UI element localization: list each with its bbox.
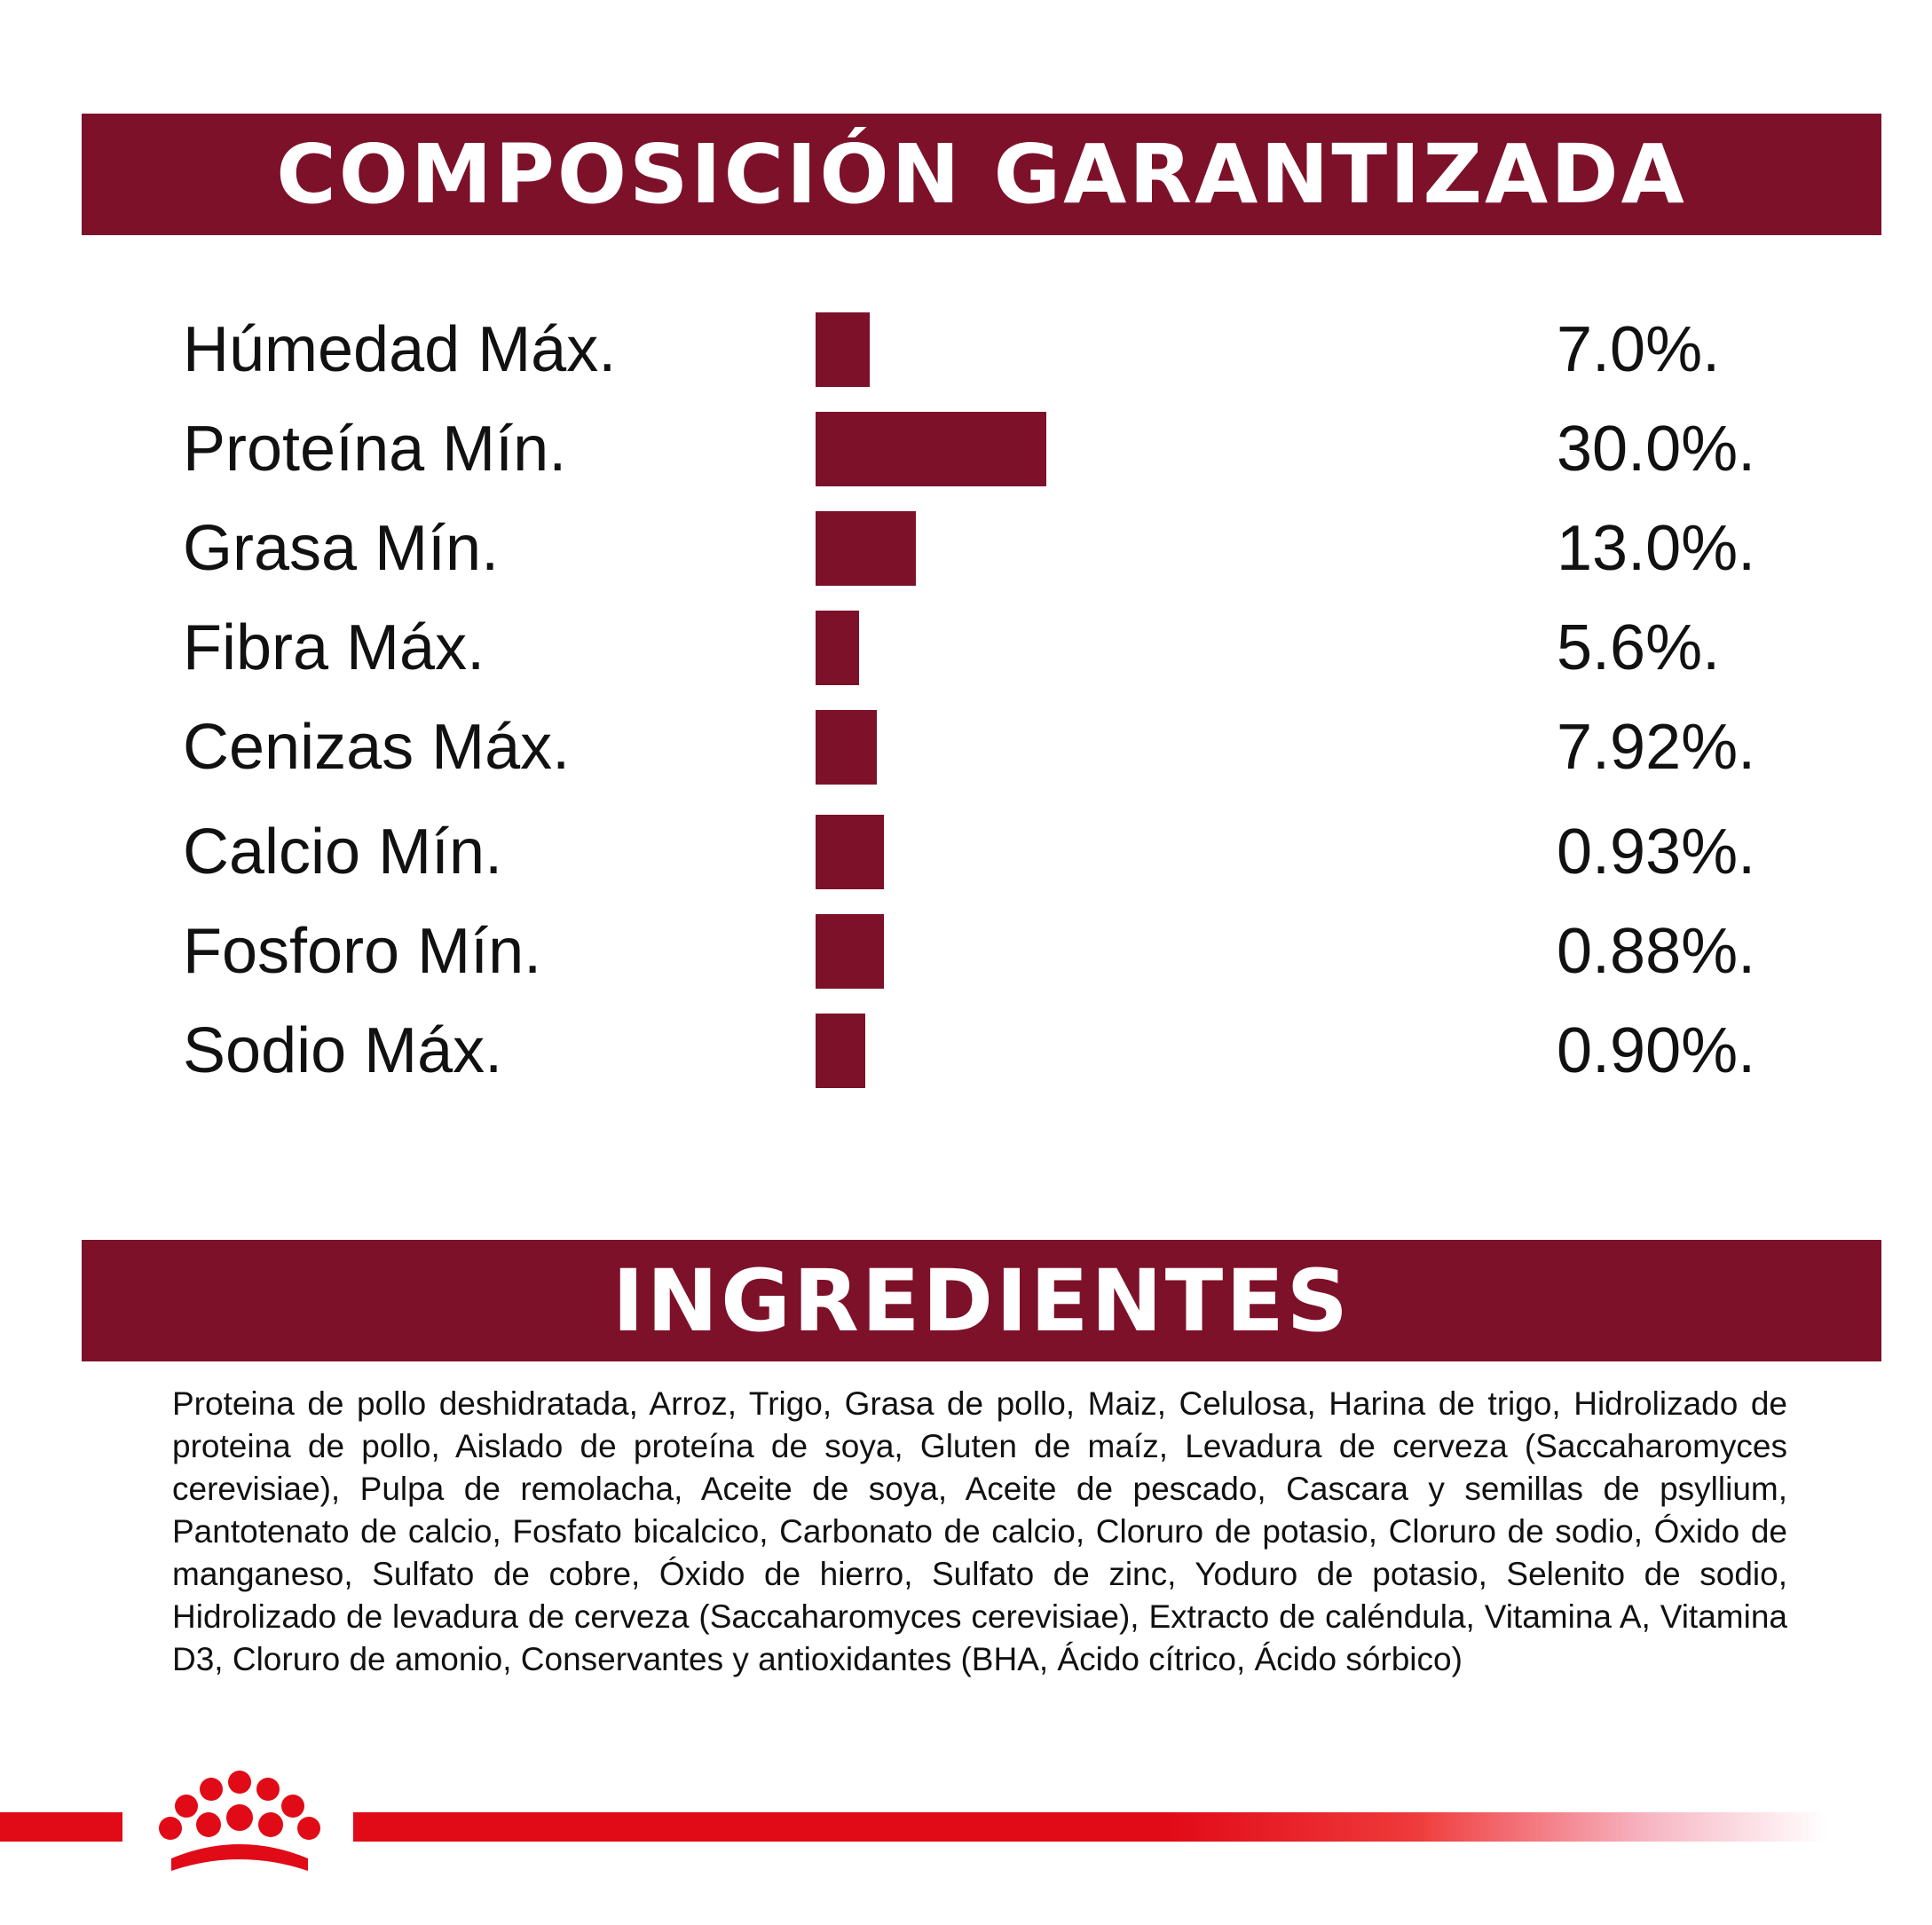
nutrient-label: Cenizas Máx. (183, 712, 571, 783)
composition-row: Fibra Máx. 5.6%. (0, 611, 1932, 685)
nutrient-bar (816, 815, 884, 889)
nutrient-bar (816, 412, 1046, 486)
footer-line-left (0, 1812, 122, 1842)
nutrient-value: 7.0%. (1557, 314, 1721, 385)
nutrient-label: Húmedad Máx. (183, 314, 617, 385)
nutrient-label: Fosforo Mín. (183, 916, 542, 987)
footer-brand-strip (0, 1766, 1932, 1890)
nutrient-label: Fibra Máx. (183, 612, 485, 683)
nutrient-label: Sodio Máx. (183, 1015, 503, 1086)
nutrient-label: Calcio Mín. (183, 817, 503, 888)
ingredients-header: INGREDIENTES (82, 1240, 1881, 1361)
nutrient-value: 0.90%. (1557, 1015, 1756, 1086)
footer-line-right (353, 1812, 1826, 1842)
composition-title: COMPOSICIÓN GARANTIZADA (276, 127, 1687, 222)
nutrient-value: 5.6%. (1557, 612, 1721, 683)
composition-row: Calcio Mín. 0.93%. (0, 815, 1932, 889)
composition-row: Proteína Mín. 30.0%. (0, 412, 1932, 486)
nutrient-bar (816, 710, 877, 785)
nutrient-bar (816, 611, 859, 685)
nutrient-bar (816, 312, 870, 387)
composition-header: COMPOSICIÓN GARANTIZADA (82, 114, 1881, 235)
nutrient-bar (816, 1014, 865, 1088)
ingredients-text: Proteina de pollo deshidratada, Arroz, T… (172, 1385, 1787, 1677)
composition-row: Húmedad Máx. 7.0%. (0, 312, 1932, 387)
composition-row: Cenizas Máx. 7.92%. (0, 710, 1932, 785)
nutrient-value: 0.88%. (1557, 916, 1756, 987)
composition-row: Fosforo Mín. 0.88%. (0, 914, 1932, 989)
nutrient-label: Grasa Mín. (183, 513, 500, 584)
nutrient-bar (816, 914, 884, 989)
ingredients-title: INGREDIENTES (612, 1250, 1351, 1351)
nutrient-value: 0.93%. (1557, 817, 1756, 888)
nutrient-value: 7.92%. (1557, 712, 1756, 783)
nutrient-value: 13.0%. (1557, 513, 1756, 584)
composition-row: Grasa Mín. 13.0%. (0, 511, 1932, 586)
nutrient-bar (816, 511, 916, 586)
nutrient-label: Proteína Mín. (183, 414, 567, 485)
royal-crown-icon (159, 1771, 320, 1871)
nutrient-value: 30.0%. (1557, 414, 1756, 485)
composition-row: Sodio Máx. 0.90%. (0, 1014, 1932, 1088)
